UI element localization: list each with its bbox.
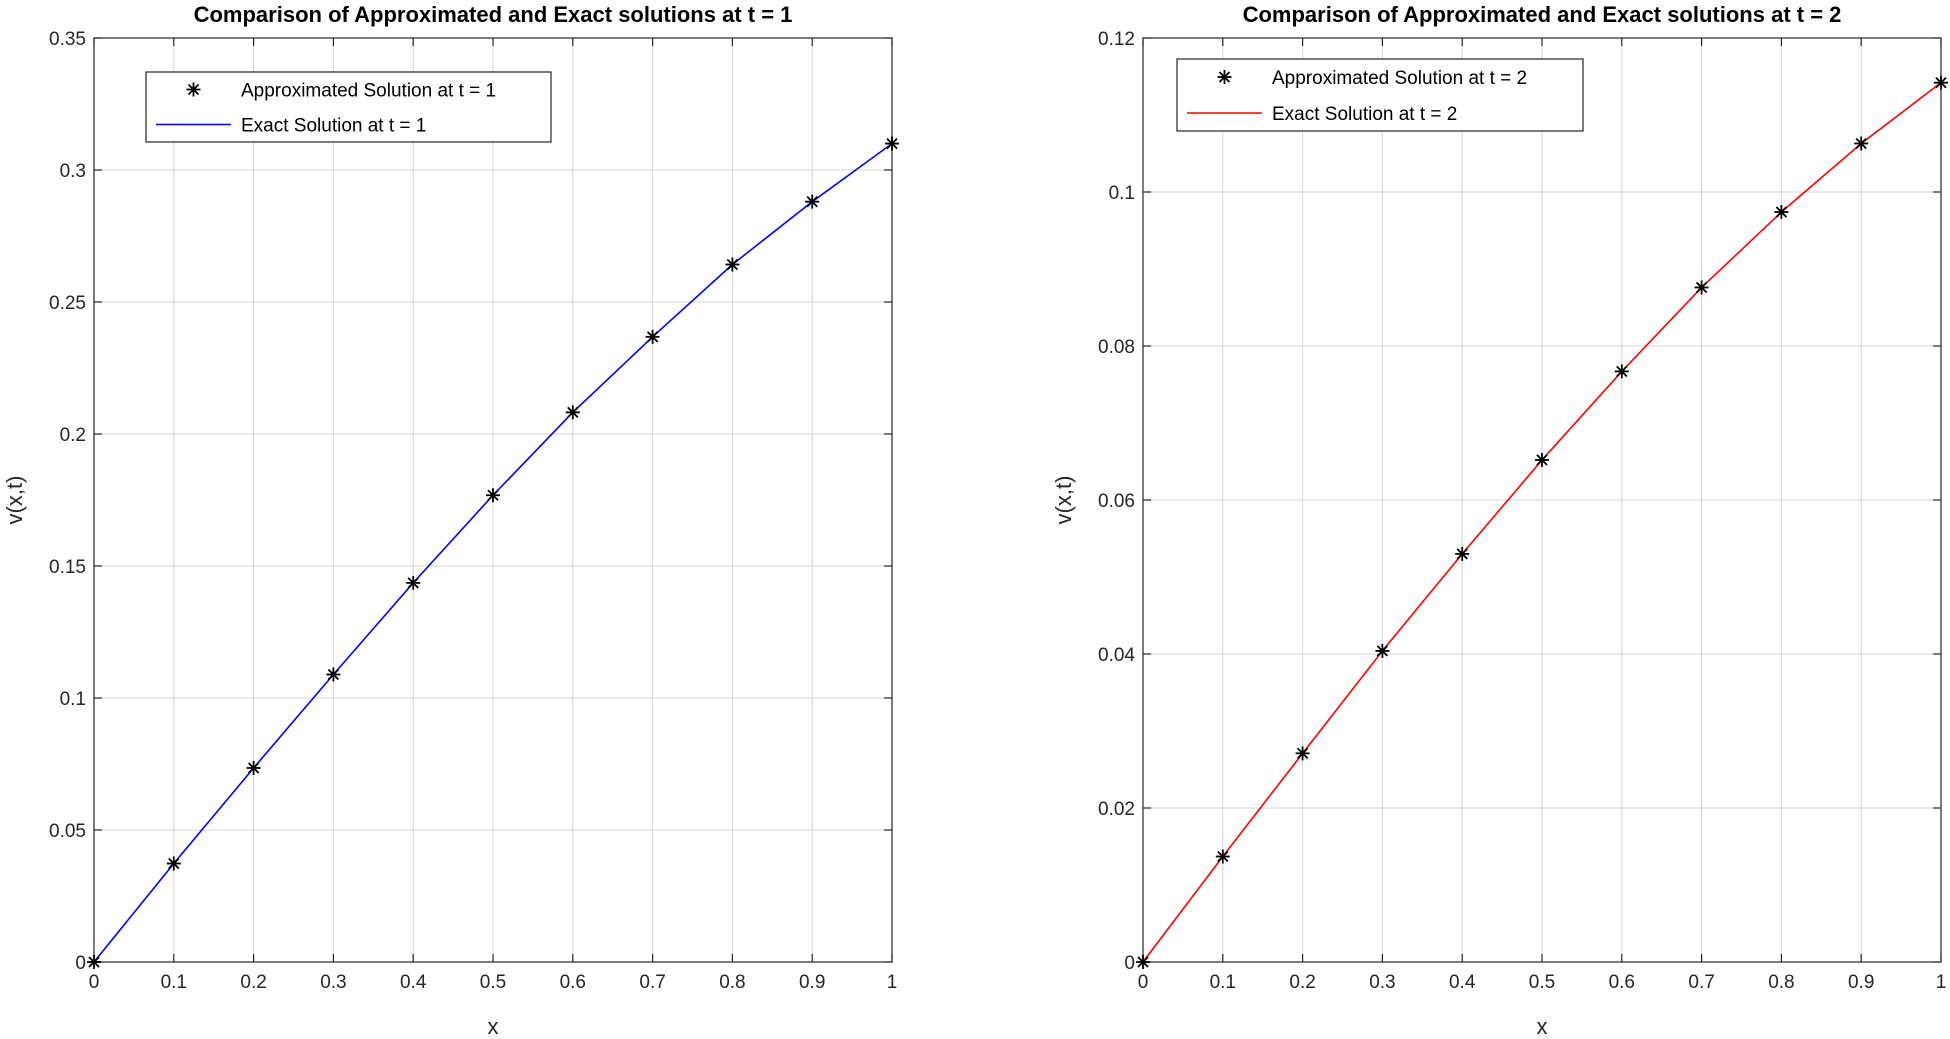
data-point (246, 760, 261, 775)
data-point (1614, 364, 1629, 379)
axes-frame (93, 37, 893, 963)
x-tick-label: 0.7 (639, 972, 665, 993)
x-tick-label: 0 (1138, 972, 1149, 993)
y-axis-label: v(x,t) (2, 476, 27, 525)
x-tick-label: 0.7 (1688, 972, 1714, 993)
x-tick-label: 0.2 (240, 972, 266, 993)
legend-entry-label: Exact Solution at t = 2 (1272, 104, 1457, 125)
y-tick-label: 0.35 (49, 29, 86, 50)
y-tick-label: 0.08 (1098, 337, 1135, 358)
data-point (805, 194, 820, 209)
x-tick-label: 0.3 (1369, 972, 1395, 993)
axes-frame (1142, 37, 1942, 963)
x-tick-label: 1 (1936, 972, 1947, 993)
x-tick-label: 0.5 (1529, 972, 1555, 993)
x-tick-label: 0.6 (1609, 972, 1635, 993)
x-tick-label: 0.3 (320, 972, 346, 993)
data-point (1535, 452, 1549, 467)
data-point (645, 329, 660, 344)
y-tick-label: 0.2 (60, 425, 86, 446)
x-tick-label: 0.8 (1768, 972, 1794, 993)
x-tick-label: 1 (887, 972, 898, 993)
y-tick-label: 0.25 (49, 293, 86, 314)
x-tick-label: 0.6 (560, 972, 586, 993)
legend: Approximated Solution at t = 2 Exact Solu… (1176, 58, 1584, 132)
data-point (87, 955, 101, 969)
y-tick-label: 0 (1124, 953, 1135, 974)
chart-panel-t2: 0 0.1 0.2 0.3 0.4 0.5 0.6 0.7 0.8 0.9 1 0 0.02 0.04 0.… (1051, 2, 1948, 1039)
x-tick-label: 0 (89, 972, 100, 993)
data-point (725, 257, 740, 272)
y-tick-label: 0 (75, 953, 86, 974)
legend-marker-star (186, 82, 201, 97)
y-tick-label: 0.04 (1098, 645, 1135, 666)
x-tick-label: 0.8 (719, 972, 745, 993)
y-tick-label: 0.1 (1109, 183, 1135, 204)
data-point (486, 488, 500, 503)
y-tick-label: 0.02 (1098, 799, 1135, 820)
x-tick-label: 0.2 (1289, 972, 1315, 993)
data-point (565, 405, 580, 420)
x-tick-label: 0.1 (161, 972, 187, 993)
legend-marker-star (1217, 70, 1232, 84)
data-point (1136, 955, 1150, 969)
approximated-solution-markers (87, 136, 899, 969)
x-tick-label: 0.4 (400, 972, 427, 993)
legend-entry-label: Exact Solution at t = 1 (241, 116, 426, 137)
y-tick-label: 0.12 (1098, 29, 1135, 50)
data-point (406, 575, 421, 590)
y-tick-label: 0.15 (49, 557, 86, 578)
data-point (1694, 280, 1709, 295)
legend-box (145, 71, 552, 143)
data-point (1854, 136, 1869, 151)
y-axis-label: v(x,t) (1051, 476, 1076, 525)
data-point (1774, 205, 1789, 220)
y-tick-label: 0.3 (60, 161, 86, 182)
data-point (1215, 849, 1230, 864)
x-axis-label: x (1537, 1014, 1548, 1039)
x-tick-label: 0.5 (480, 972, 506, 993)
y-tick-label: 0.1 (60, 689, 86, 710)
data-point (1375, 643, 1390, 658)
x-axis: 0 0.1 0.2 0.3 0.4 0.5 0.6 0.7 0.8 0.9 1 (89, 38, 898, 993)
chart-panel-t1: 0 0.1 0.2 0.3 0.4 0.5 0.6 0.7 0.8 0.9 1 0 0.05 0.1 0.1… (2, 2, 899, 1039)
data-point (885, 136, 899, 151)
y-tick-label: 0.05 (49, 821, 86, 842)
legend: Approximated Solution at t = 1 Exact Solu… (145, 71, 552, 143)
data-point (1455, 546, 1470, 561)
x-tick-label: 0.1 (1210, 972, 1236, 993)
legend-box (1176, 58, 1584, 132)
x-tick-label: 0.9 (1848, 972, 1874, 993)
x-axis-label: x (488, 1014, 499, 1039)
legend-entry-label: Approximated Solution at t = 2 (1272, 68, 1527, 89)
approximated-solution-markers (1136, 75, 1948, 969)
chart-title: Comparison of Approximated and Exact sol… (194, 2, 793, 27)
data-point (166, 856, 181, 871)
x-tick-label: 0.9 (799, 972, 825, 993)
data-point (1295, 746, 1310, 761)
chart-title: Comparison of Approximated and Exact sol… (1243, 2, 1842, 27)
x-tick-label: 0.4 (1449, 972, 1476, 993)
data-point (326, 667, 341, 682)
y-tick-label: 0.06 (1098, 491, 1135, 512)
data-point (1934, 75, 1948, 90)
legend-entry-label: Approximated Solution at t = 1 (241, 81, 496, 102)
